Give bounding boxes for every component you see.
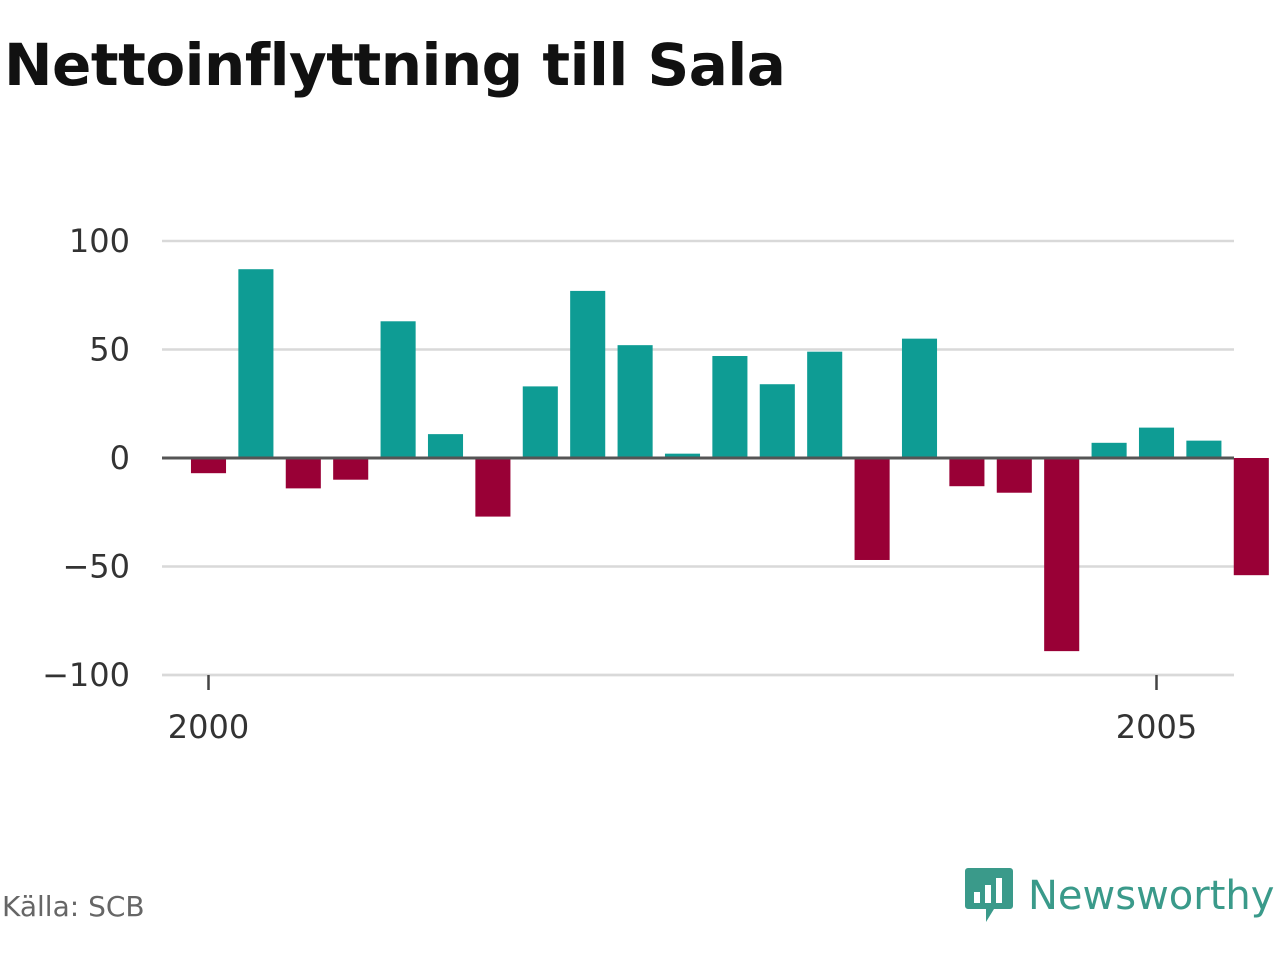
bar bbox=[522, 386, 558, 458]
brand-name: Newsworthy bbox=[1028, 873, 1275, 919]
bar bbox=[190, 458, 227, 474]
chart-title: Nettoinflyttning till Sala bbox=[4, 31, 786, 99]
bar bbox=[285, 458, 321, 489]
bar bbox=[712, 356, 748, 458]
bar bbox=[854, 458, 890, 560]
bar bbox=[333, 458, 369, 480]
bar bbox=[570, 290, 606, 458]
source-note: Källa: SCB bbox=[2, 890, 145, 923]
bar bbox=[1044, 458, 1080, 652]
bar bbox=[475, 458, 511, 517]
bar bbox=[996, 458, 1032, 493]
bar bbox=[238, 269, 274, 458]
x-tick-label: 2005 bbox=[1116, 708, 1197, 746]
bar bbox=[1233, 458, 1269, 576]
bars bbox=[190, 269, 1269, 652]
x-tick-labels: 200020052010201520202025 bbox=[168, 708, 1197, 746]
y-tick-label: −100 bbox=[42, 656, 130, 694]
bar bbox=[1091, 442, 1127, 458]
bar bbox=[901, 338, 938, 458]
y-tick-label: −50 bbox=[62, 548, 130, 586]
y-tick-label: 100 bbox=[69, 222, 130, 260]
bar bbox=[807, 351, 843, 458]
bar bbox=[1186, 440, 1222, 458]
bar bbox=[380, 321, 416, 458]
bar bbox=[664, 453, 701, 458]
bar bbox=[1138, 427, 1175, 458]
bar bbox=[759, 384, 795, 458]
axes bbox=[162, 456, 1234, 690]
y-tick-label: 0 bbox=[110, 439, 130, 477]
newsworthy-logo-icon bbox=[965, 868, 1013, 922]
y-tick-labels: 100 50 0 −50 −100 bbox=[42, 222, 130, 694]
y-tick-label: 50 bbox=[89, 331, 130, 369]
bar bbox=[617, 345, 653, 458]
bar bbox=[949, 458, 985, 487]
bar bbox=[427, 434, 464, 458]
newsworthy-brand: Newsworthy bbox=[964, 866, 1274, 926]
x-tick-label: 2000 bbox=[168, 708, 249, 746]
